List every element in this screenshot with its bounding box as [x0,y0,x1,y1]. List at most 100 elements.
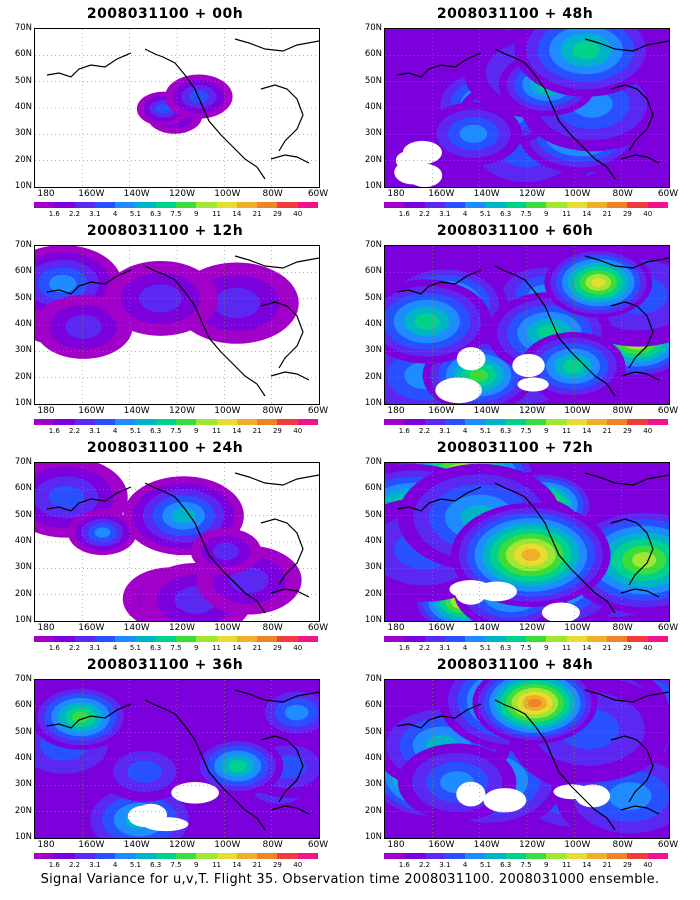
panel-title: 2008031100 + 72h [436,440,594,456]
lon-label: 80W [262,840,283,850]
colorbar-label: 40 [643,210,653,218]
colorbar-label: 4 [462,427,468,435]
coastline [610,301,654,369]
lon-label: 80W [612,189,633,199]
lat-label: 60N [364,266,382,277]
colorbar-label: 14 [232,644,242,652]
coastline [584,689,669,703]
lon-label: 120W [168,623,196,633]
lon-label: 60W [657,840,679,850]
colorbar-label: 4 [112,861,118,869]
colorbar-swatch [175,419,197,425]
map-panel: 2008031100 + 00h 70N 60N 50N 40N 30N 20N 10N 180… [0,6,330,218]
colorbar-swatch [424,419,445,425]
colorbar-swatch [566,853,587,859]
colorbar-swatch [384,853,405,859]
colorbar-swatch [485,419,506,425]
colorbar-label: 40 [643,427,653,435]
coastline [270,805,310,815]
colorbar-label: 21 [252,210,262,218]
contour-blob [228,760,247,772]
colorbar-swatch [74,853,95,859]
colorbar-label: 1.6 [398,861,410,869]
colorbar-swatch [94,853,116,859]
colorbar-swatch [505,636,526,642]
lon-label: 160W [78,623,105,633]
colorbar-swatch [566,419,587,425]
contour-blob [213,287,260,319]
colorbar-swatch [236,202,258,208]
colorbar-label: 7.5 [520,210,532,218]
colorbar-swatch [607,636,628,642]
coastline [610,735,654,803]
colorbar-swatch [297,202,318,208]
colorbar-label: 14 [582,210,592,218]
coastline [260,84,304,152]
panel-title: 2008031100 + 48h [436,6,594,22]
coastline [270,371,310,381]
panel-title: 2008031100 + 00h [86,6,244,22]
low-variance-gap [395,150,428,171]
map-panel: 2008031100 + 60h 70N 60N 50N 40N 30N 20N 10N 180… [350,223,680,435]
colorbar-swatch [257,202,278,208]
lon-label: 120W [168,189,196,199]
colorbar-label: 3.1 [439,644,451,652]
lon-label: 120W [168,406,196,416]
colorbar-swatch [196,853,217,859]
colorbar-label: 2.2 [418,644,431,652]
colorbar-label: 5.1 [479,861,491,869]
map-plot [34,245,320,405]
lat-label: 60N [364,483,382,494]
colorbar-label: 14 [582,861,592,869]
contour-blob [284,704,309,721]
coastline [234,38,319,52]
colorbar-label: 3.1 [439,427,451,435]
coastline [46,269,132,295]
colorbar-swatch [155,419,176,425]
coastline [620,154,660,164]
colorbar-swatch [485,636,506,642]
colorbar-label: 2.2 [418,861,431,869]
colorbar-swatch [74,636,95,642]
figure-caption: Signal Variance for u,v,T. Flight 35. Ob… [40,872,660,887]
map-panel: 2008031100 + 12h 70N 60N 50N 40N 30N 20N 10N 180… [0,223,330,435]
colorbar-label: 14 [232,210,242,218]
colorbar-swatch [175,853,197,859]
colorbar-label: 11 [212,427,222,435]
colorbar-label: 6.3 [150,644,162,652]
lon-label: 120W [518,623,546,633]
colorbar-swatch [566,202,587,208]
colorbar-label: 21 [252,427,262,435]
lat-label: 40N [364,319,382,329]
lat-label: 50N [14,726,32,737]
colorbar-swatch [404,202,425,208]
lat-label: 30N [14,128,32,139]
colorbar-swatch [277,419,298,425]
lat-label: 50N [364,509,382,520]
coastline [144,482,266,614]
colorbar-swatch [135,853,156,859]
colorbar-label: 6.3 [150,210,162,218]
colorbar-label: 4 [462,861,468,869]
map-panel: 2008031100 + 36h 70N 60N 50N 40N 30N 20N 10N 180… [0,657,330,869]
lon-label: 180 [37,840,55,850]
panel-title: 2008031100 + 36h [86,657,244,673]
variance-field [385,246,669,404]
lon-label: 160W [428,840,455,850]
colorbar-label: 21 [252,644,262,652]
colorbar-swatch [135,419,156,425]
colorbar-label: 1.6 [398,427,410,435]
colorbar-label: 5.1 [479,644,491,652]
contour-blob [48,485,84,509]
colorbar-swatch [216,853,237,859]
colorbar-swatch [135,202,156,208]
colorbar [34,853,318,859]
lon-label: 100W [564,406,591,416]
colorbar-swatch [525,853,547,859]
colorbar-label: 7.5 [520,644,532,652]
colorbar-swatch [586,636,608,642]
contour-blob [72,711,89,723]
lat-label: 20N [14,154,32,165]
lat-label: 40N [364,753,382,763]
colorbar-label: 11 [562,427,572,435]
